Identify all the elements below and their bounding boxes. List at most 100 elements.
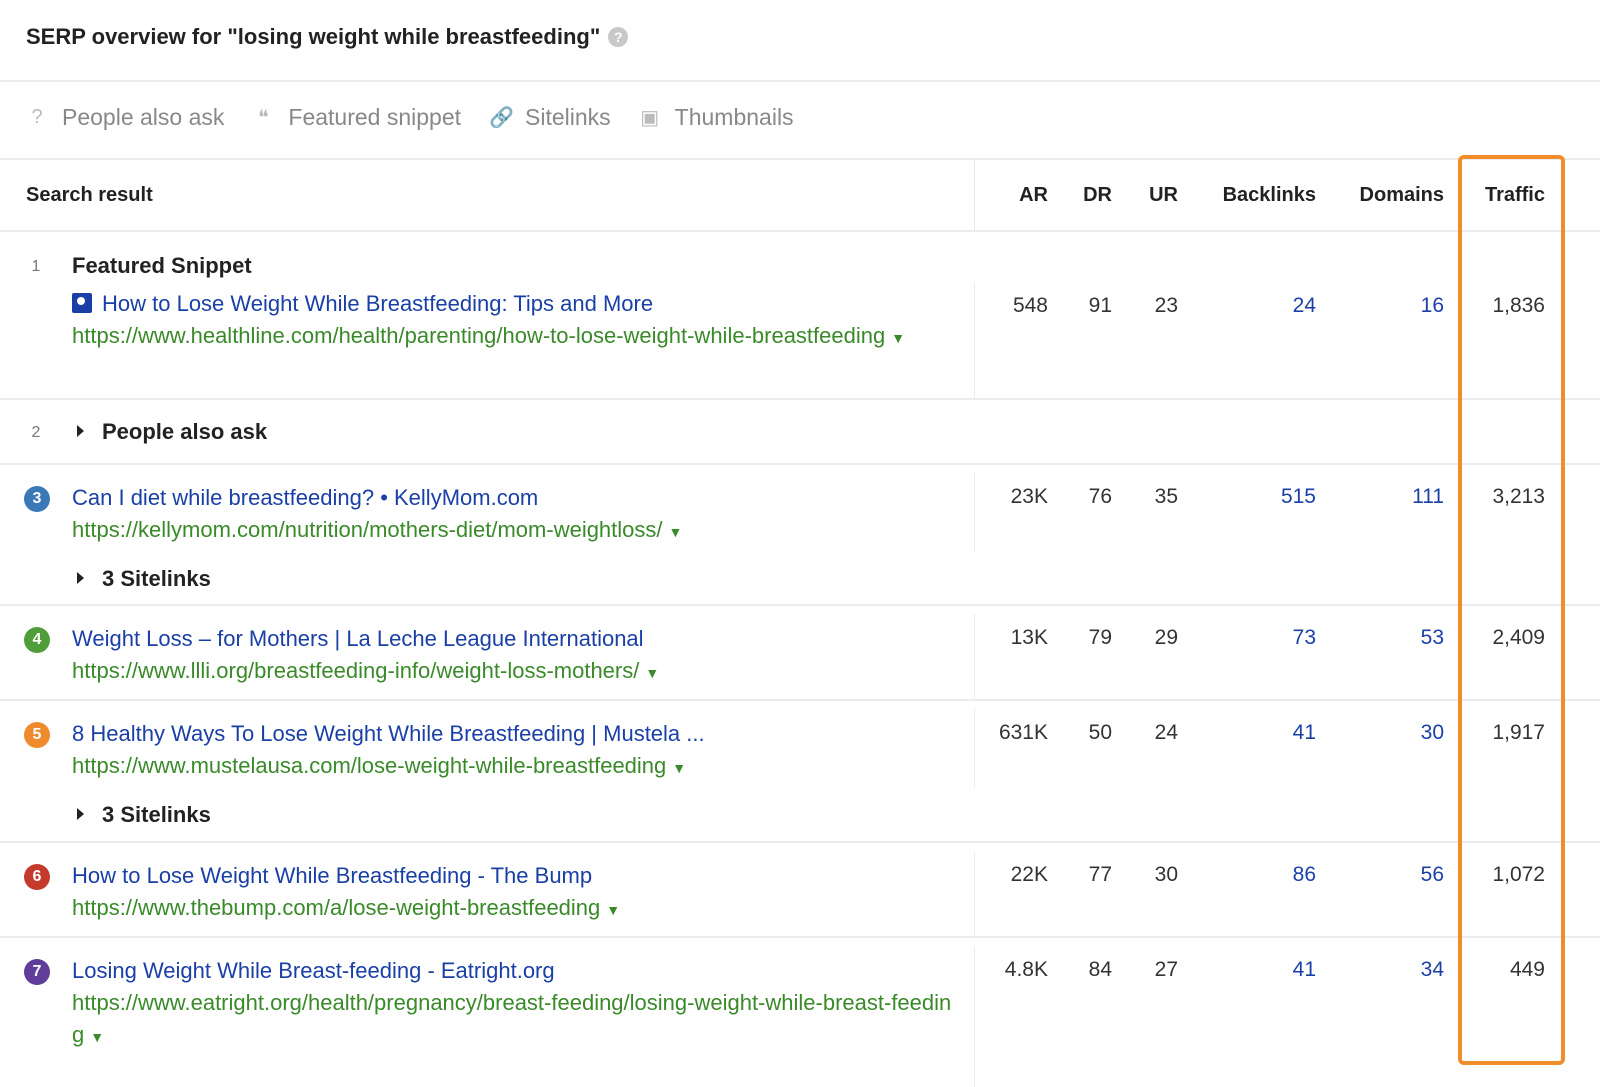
result-title-link[interactable]: Losing Weight While Breast-feeding - Eat… [72,958,555,983]
ar-value: 22K [1010,863,1048,886]
caret-down-icon[interactable]: ▼ [668,524,683,540]
table-row: 4 Weight Loss – for Mothers | La Leche L… [0,604,1600,701]
ur-value: 30 [1154,863,1178,886]
domains-value[interactable]: 53 [1420,626,1444,649]
result-title-link[interactable]: Can I diet while breastfeeding? • KellyM… [72,485,539,510]
col-backlinks[interactable]: Backlinks [1222,184,1316,206]
backlinks-value[interactable]: 515 [1280,485,1316,508]
traffic-value: 1,917 [1492,721,1545,744]
col-ar[interactable]: AR [1019,184,1048,206]
dr-value: 76 [1088,485,1112,508]
rank-badge: 7 [24,959,50,985]
ar-value: 631K [998,721,1048,744]
feature-people-also-ask[interactable]: ? People also ask [26,104,224,131]
backlinks-value[interactable]: 24 [1292,294,1316,317]
dr-value: 79 [1088,626,1112,649]
rank-badge: 5 [24,722,50,748]
rank-badge: 3 [24,486,50,512]
ur-value: 35 [1154,485,1178,508]
result-content: Losing Weight While Breast-feeding - Eat… [72,955,957,1053]
domains-value[interactable]: 34 [1420,958,1444,981]
link-icon: 🔗 [489,107,514,129]
feature-label: Sitelinks [525,104,611,130]
ur-value: 27 [1154,958,1178,981]
question-bubble-icon: ? [31,106,43,128]
sitelinks-toggle[interactable]: 3 Sitelinks [77,563,957,595]
ur-value: 23 [1154,294,1178,317]
result-url[interactable]: https://www.eatright.org/health/pregnanc… [72,990,952,1047]
ar-value: 4.8K [1004,958,1048,981]
result-url[interactable]: https://www.llli.org/breastfeeding-info/… [72,658,640,683]
ur-value: 24 [1154,721,1178,744]
result-content: Can I diet while breastfeeding? • KellyM… [72,482,957,595]
result-url[interactable]: https://kellymom.com/nutrition/mothers-d… [72,517,663,542]
domains-value[interactable]: 56 [1420,863,1444,886]
traffic-value: 1,836 [1492,294,1545,317]
result-title-link[interactable]: Weight Loss – for Mothers | La Leche Lea… [72,626,644,651]
dr-value: 84 [1088,958,1112,981]
backlinks-value[interactable]: 86 [1292,863,1316,886]
feature-sitelinks[interactable]: 🔗 Sitelinks [489,104,611,131]
backlinks-value[interactable]: 73 [1292,626,1316,649]
people-also-ask-label: People also ask [102,419,268,444]
caret-down-icon[interactable]: ▼ [672,760,687,776]
result-title-link[interactable]: How to Lose Weight While Breastfeeding: … [102,291,654,316]
caret-right-icon [77,572,84,584]
sitelinks-toggle[interactable]: 3 Sitelinks [77,799,957,831]
column-divider [974,282,975,400]
result-url[interactable]: https://www.mustelausa.com/lose-weight-w… [72,753,667,778]
result-title-link[interactable]: How to Lose Weight While Breastfeeding -… [72,863,593,888]
ar-value: 548 [1012,294,1048,317]
result-url[interactable]: https://www.thebump.com/a/lose-weight-br… [72,895,601,920]
col-domains[interactable]: Domains [1359,184,1444,206]
caret-down-icon[interactable]: ▼ [645,665,660,681]
people-also-ask-toggle[interactable]: People also ask [77,416,962,448]
rank-badge: 6 [24,864,50,890]
image-icon: ▣ [640,107,660,129]
result-title-link[interactable]: 8 Healthy Ways To Lose Weight While Brea… [72,721,705,746]
featured-snippet-label: Featured Snippet [72,253,252,278]
backlinks-value[interactable]: 41 [1292,721,1316,744]
domains-value[interactable]: 111 [1412,485,1444,508]
caret-right-icon [77,425,84,437]
col-traffic[interactable]: Traffic [1484,184,1545,206]
ar-value: 23K [1010,485,1048,508]
sitelinks-label: 3 Sitelinks [102,566,211,591]
col-ur[interactable]: UR [1149,184,1178,206]
column-divider [974,160,975,230]
divider [0,80,1600,82]
help-icon[interactable]: ? [608,27,629,47]
feature-featured-snippet[interactable]: ❝ Featured snippet [252,104,461,131]
domains-value[interactable]: 30 [1420,721,1444,744]
sitelinks-label: 3 Sitelinks [102,802,211,827]
divider [0,158,1600,160]
page-title: SERP overview for "losing weight while b… [26,24,629,50]
rank-number: 2 [31,424,41,441]
caret-right-icon [77,808,84,820]
result-content: How to Lose Weight While Breastfeeding -… [72,860,957,926]
thumbnail-icon [72,293,92,313]
traffic-value: 2,409 [1492,626,1545,649]
feature-thumbnails[interactable]: ▣ Thumbnails [639,104,793,131]
table-header: Search result AR DR UR Backlinks Domains… [0,160,1600,230]
table-row: 1 Featured Snippet How to Lose Weight Wh… [0,230,1600,400]
domains-value[interactable]: 16 [1420,294,1444,317]
dr-value: 50 [1088,721,1112,744]
column-divider [974,709,975,789]
traffic-column-highlight [1458,155,1565,1065]
traffic-value: 449 [1509,958,1545,981]
col-search-result[interactable]: Search result [26,184,153,206]
feature-label: People also ask [62,104,225,130]
caret-down-icon[interactable]: ▼ [606,902,621,918]
traffic-value: 3,213 [1492,485,1545,508]
column-divider [974,851,975,938]
backlinks-value[interactable]: 41 [1292,958,1316,981]
result-url[interactable]: https://www.healthline.com/health/parent… [72,323,886,348]
col-dr[interactable]: DR [1083,184,1112,206]
table-row: 3 Can I diet while breastfeeding? • Kell… [0,463,1600,606]
table-row: 6 How to Lose Weight While Breastfeeding… [0,841,1600,938]
caret-down-icon[interactable]: ▼ [891,330,906,346]
result-content: 8 Healthy Ways To Lose Weight While Brea… [72,718,957,831]
caret-down-icon[interactable]: ▼ [90,1029,105,1045]
table-row: 5 8 Healthy Ways To Lose Weight While Br… [0,699,1600,843]
